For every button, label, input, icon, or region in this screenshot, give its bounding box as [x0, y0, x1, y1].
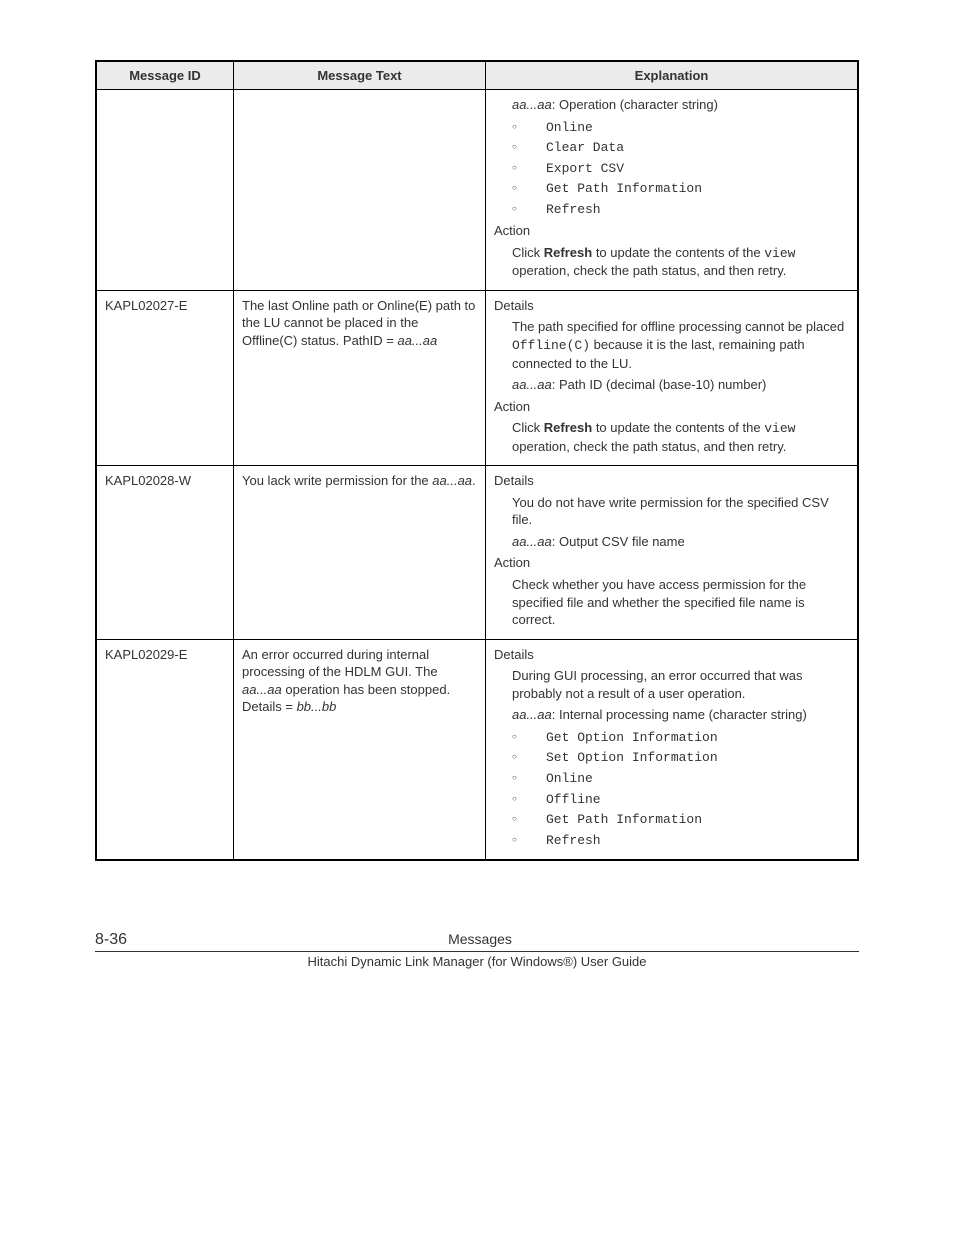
header-explanation: Explanation — [486, 61, 859, 90]
header-message-id: Message ID — [96, 61, 234, 90]
action-text: Click Refresh to update the contents of … — [494, 419, 849, 455]
table-row: KAPL02027-E The last Online path or Onli… — [96, 290, 858, 465]
cell-explanation: Details You do not have write permission… — [486, 466, 859, 639]
cell-id: KAPL02029-E — [96, 639, 234, 860]
table-row: KAPL02029-E An error occurred during int… — [96, 639, 858, 860]
messages-table: Message ID Message Text Explanation aa..… — [95, 60, 859, 861]
operation-list: Online Clear Data Export CSV Get Path In… — [494, 118, 849, 219]
list-item: Refresh — [512, 200, 849, 219]
details-heading: Details — [494, 472, 849, 490]
cell-text: An error occurred during internal proces… — [234, 639, 486, 860]
list-item: Clear Data — [512, 138, 849, 157]
details-var: aa...aa: Path ID (decimal (base-10) numb… — [494, 376, 849, 394]
list-item: Set Option Information — [512, 748, 849, 767]
list-item: Get Path Information — [512, 179, 849, 198]
action-text: Click Refresh to update the contents of … — [494, 244, 849, 280]
cell-text: The last Online path or Online(E) path t… — [234, 290, 486, 465]
list-item: Offline — [512, 790, 849, 809]
list-item: Online — [512, 118, 849, 137]
details-heading: Details — [494, 646, 849, 664]
details-text: The path specified for offline processin… — [494, 318, 849, 372]
header-message-text: Message Text — [234, 61, 486, 90]
list-item: Online — [512, 769, 849, 788]
details-text: You do not have write permission for the… — [494, 494, 849, 529]
cell-id: KAPL02028-W — [96, 466, 234, 639]
table-row: aa...aa: Operation (character string) On… — [96, 90, 858, 291]
list-item: Get Path Information — [512, 810, 849, 829]
operation-var: aa...aa — [512, 97, 552, 112]
details-text: During GUI processing, an error occurred… — [494, 667, 849, 702]
action-heading: Action — [494, 554, 849, 572]
cell-explanation: aa...aa: Operation (character string) On… — [486, 90, 859, 291]
details-heading: Details — [494, 297, 849, 315]
action-heading: Action — [494, 398, 849, 416]
cell-text — [234, 90, 486, 291]
details-var: aa...aa: Output CSV file name — [494, 533, 849, 551]
operation-list: Get Option Information Set Option Inform… — [494, 728, 849, 849]
list-item: Refresh — [512, 831, 849, 850]
footer-doc-title: Hitachi Dynamic Link Manager (for Window… — [95, 954, 859, 969]
cell-explanation: Details The path specified for offline p… — [486, 290, 859, 465]
table-header-row: Message ID Message Text Explanation — [96, 61, 858, 90]
cell-id: KAPL02027-E — [96, 290, 234, 465]
cell-text: You lack write permission for the aa...a… — [234, 466, 486, 639]
list-item: Export CSV — [512, 159, 849, 178]
cell-id — [96, 90, 234, 291]
operation-label: : Operation (character string) — [552, 97, 718, 112]
action-heading: Action — [494, 222, 849, 240]
cell-explanation: Details During GUI processing, an error … — [486, 639, 859, 860]
page-content: Message ID Message Text Explanation aa..… — [0, 0, 954, 1009]
action-text: Check whether you have access permission… — [494, 576, 849, 629]
page-footer: 8-36 Messages 8-36 Hitachi Dynamic Link … — [95, 931, 859, 969]
page-number: 8-36 — [95, 931, 127, 949]
details-var: aa...aa: Internal processing name (chara… — [494, 706, 849, 724]
list-item: Get Option Information — [512, 728, 849, 747]
footer-section-title: Messages — [448, 931, 512, 947]
table-row: KAPL02028-W You lack write permission fo… — [96, 466, 858, 639]
